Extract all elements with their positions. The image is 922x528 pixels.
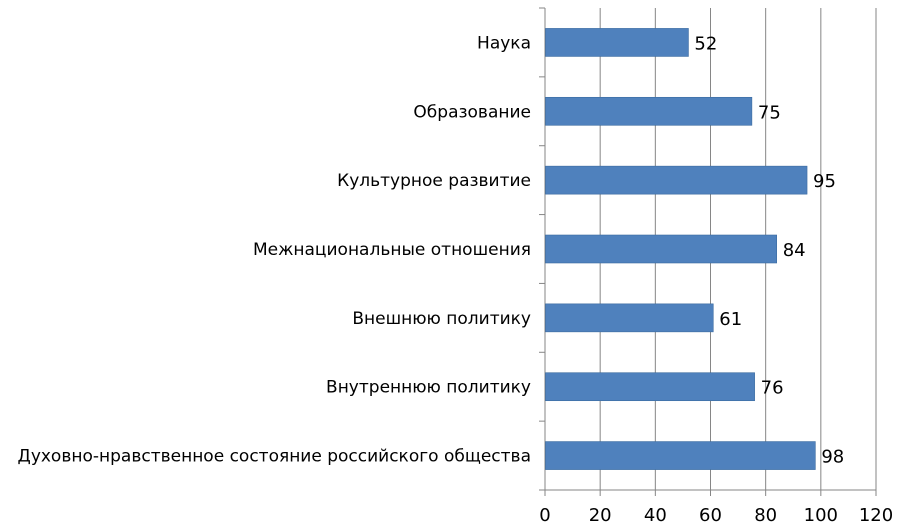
x-tick-label: 40 [644,505,667,526]
x-tick-label: 0 [539,505,550,526]
data-label: 98 [821,447,844,468]
bar [545,303,714,333]
category-label: Межнациональные отношения [253,240,531,260]
data-label: 75 [758,102,781,123]
data-label: 76 [761,378,784,399]
data-label: 95 [813,171,836,192]
bars [545,28,816,470]
axes [539,7,877,496]
x-tick-label: 100 [804,505,838,526]
category-label: Внешнюю политику [352,309,531,329]
x-tick-label: 80 [754,505,777,526]
bar [545,165,808,195]
category-label: Духовно-нравственное состояние российско… [18,447,531,467]
bar [545,28,689,57]
bar [545,234,777,264]
category-label: Культурное развитие [337,171,531,191]
category-label: Внутреннюю политику [326,378,531,398]
data-label: 61 [719,309,742,330]
bar [545,372,755,402]
data-label: 84 [783,240,806,261]
x-tick-label: 60 [699,505,722,526]
category-label: Образование [413,102,531,122]
bar [545,96,753,126]
labels: 0 20 40 60 80 100 120 Наука 52 Образование 75 Культ… [18,33,894,526]
data-label: 52 [694,33,717,54]
category-label: Наука [477,33,531,53]
x-tick-label: 20 [589,505,612,526]
bar [545,441,816,470]
x-tick-label: 120 [859,505,893,526]
